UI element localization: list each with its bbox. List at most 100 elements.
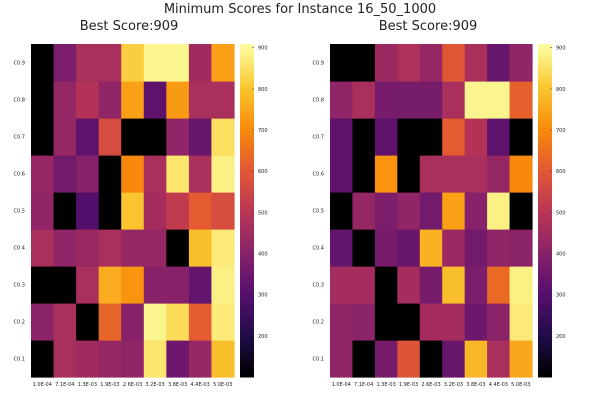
heatmap-cell <box>352 303 376 341</box>
heatmap-cell <box>76 340 100 378</box>
x-tick-label: 1.3E-03 <box>376 382 395 388</box>
colorbar-step <box>240 193 254 199</box>
heatmap-cell <box>31 155 55 193</box>
heatmap-panel-2: Best Score:909 C0.1 C0.2 C0.3 C0.4 C0.5 C0.6 C0… <box>313 19 566 388</box>
heatmap-cell <box>442 192 466 230</box>
heatmap-cell <box>464 118 488 156</box>
heatmap-cell <box>211 44 235 82</box>
colorbar-step <box>538 173 552 178</box>
heatmap-cell <box>464 44 488 82</box>
colorbar-step <box>538 256 552 261</box>
heatmap-cell <box>76 44 100 82</box>
heatmap-cell <box>442 118 466 156</box>
colorbar-step <box>240 268 254 274</box>
y-tick-label: C0.2 <box>313 320 324 326</box>
colorbar-step <box>240 222 254 228</box>
colorbar-tick-label: 400 <box>556 252 566 258</box>
heatmap-cell <box>98 340 122 378</box>
heatmap-cell <box>98 229 122 267</box>
colorbar-step <box>538 285 552 291</box>
colorbar-step <box>538 160 552 166</box>
heatmap-cell <box>374 266 398 304</box>
colorbar-step <box>538 260 552 266</box>
colorbar-step <box>240 60 254 66</box>
heatmap-panel-1: Best Score:909 C0.1 C0.2 C0.3 C0.4 C0.5 C0.6 C0… <box>14 19 268 388</box>
heatmap-cell <box>53 303 77 341</box>
colorbar-step <box>240 85 254 91</box>
colorbar-step <box>538 343 552 349</box>
heatmap-cell <box>98 44 122 82</box>
heatmap-cell <box>352 118 376 156</box>
heatmap-cell <box>166 303 190 341</box>
heatmap-cell <box>31 303 55 341</box>
heatmap-cell <box>419 266 443 304</box>
heatmap-cell <box>143 44 167 82</box>
colorbar-step <box>538 64 552 70</box>
colorbar-step <box>240 210 254 216</box>
colorbar-step <box>538 102 552 107</box>
heatmap-cell <box>374 81 398 119</box>
heatmap-cell <box>330 303 354 341</box>
heatmap-cell <box>188 44 213 82</box>
colorbar-tick-label: 300 <box>556 293 566 299</box>
heatmap-cell <box>397 303 421 341</box>
heatmap-cell <box>31 192 55 230</box>
heatmap-cell <box>121 303 145 341</box>
colorbar-step <box>538 206 552 211</box>
heatmap-cell <box>352 266 376 304</box>
colorbar-step <box>538 318 552 324</box>
colorbar-step <box>538 218 552 224</box>
heatmap-cell <box>166 192 190 230</box>
colorbar-step <box>538 118 552 124</box>
x-tick-label: 1.3E-03 <box>78 382 97 388</box>
heatmap-cell <box>487 44 511 82</box>
colorbar-step <box>240 177 254 182</box>
colorbar-step <box>240 302 254 307</box>
heatmap-cell <box>397 118 421 156</box>
x-tick-label: 5.0E-03 <box>511 382 530 388</box>
x-tick-label: 3.2E-03 <box>444 382 463 388</box>
colorbar-step <box>538 235 552 241</box>
heatmap-cell <box>98 192 122 230</box>
heatmap-cell <box>211 81 235 119</box>
colorbar-step <box>240 352 254 357</box>
colorbar-step <box>538 114 552 120</box>
colorbar-step <box>240 156 254 162</box>
heatmap-cell <box>31 44 55 82</box>
heatmap-cell <box>31 340 55 378</box>
heatmap-cell <box>330 44 354 82</box>
colorbar-step <box>538 222 552 228</box>
heatmap-cell <box>121 44 145 82</box>
colorbar-step <box>538 152 552 157</box>
y-tick-label: C0.1 <box>313 357 324 363</box>
heatmap-cell <box>352 44 376 82</box>
heatmap-cell <box>121 155 145 193</box>
colorbar-step <box>240 331 254 336</box>
colorbar-step <box>538 372 552 378</box>
colorbar-step <box>240 289 254 295</box>
colorbar-step <box>538 73 552 78</box>
heatmap-cell <box>397 192 421 230</box>
heatmap-cell <box>143 118 167 156</box>
y-tick-label: C0.6 <box>313 172 324 178</box>
colorbar-step <box>538 210 552 216</box>
colorbar-step <box>538 139 552 145</box>
heatmap-cell <box>188 340 213 378</box>
colorbar-step <box>240 64 254 70</box>
heatmap-cell <box>330 192 354 230</box>
heatmap-cell <box>143 192 167 230</box>
colorbar-step <box>240 360 254 366</box>
heatmap-cell <box>442 303 466 341</box>
colorbar-step <box>538 302 552 307</box>
heatmap-cell <box>188 303 213 341</box>
colorbar-step <box>240 135 254 141</box>
colorbar-step <box>240 143 254 149</box>
colorbar-step <box>538 322 552 328</box>
colorbar-step <box>240 356 254 361</box>
colorbar-step <box>240 48 254 53</box>
y-tick-label: C0.9 <box>313 61 324 67</box>
heatmap-cell <box>442 266 466 304</box>
heatmap-cell <box>442 229 466 267</box>
colorbar-step <box>538 106 552 112</box>
panel-title: Best Score:909 <box>80 19 179 34</box>
